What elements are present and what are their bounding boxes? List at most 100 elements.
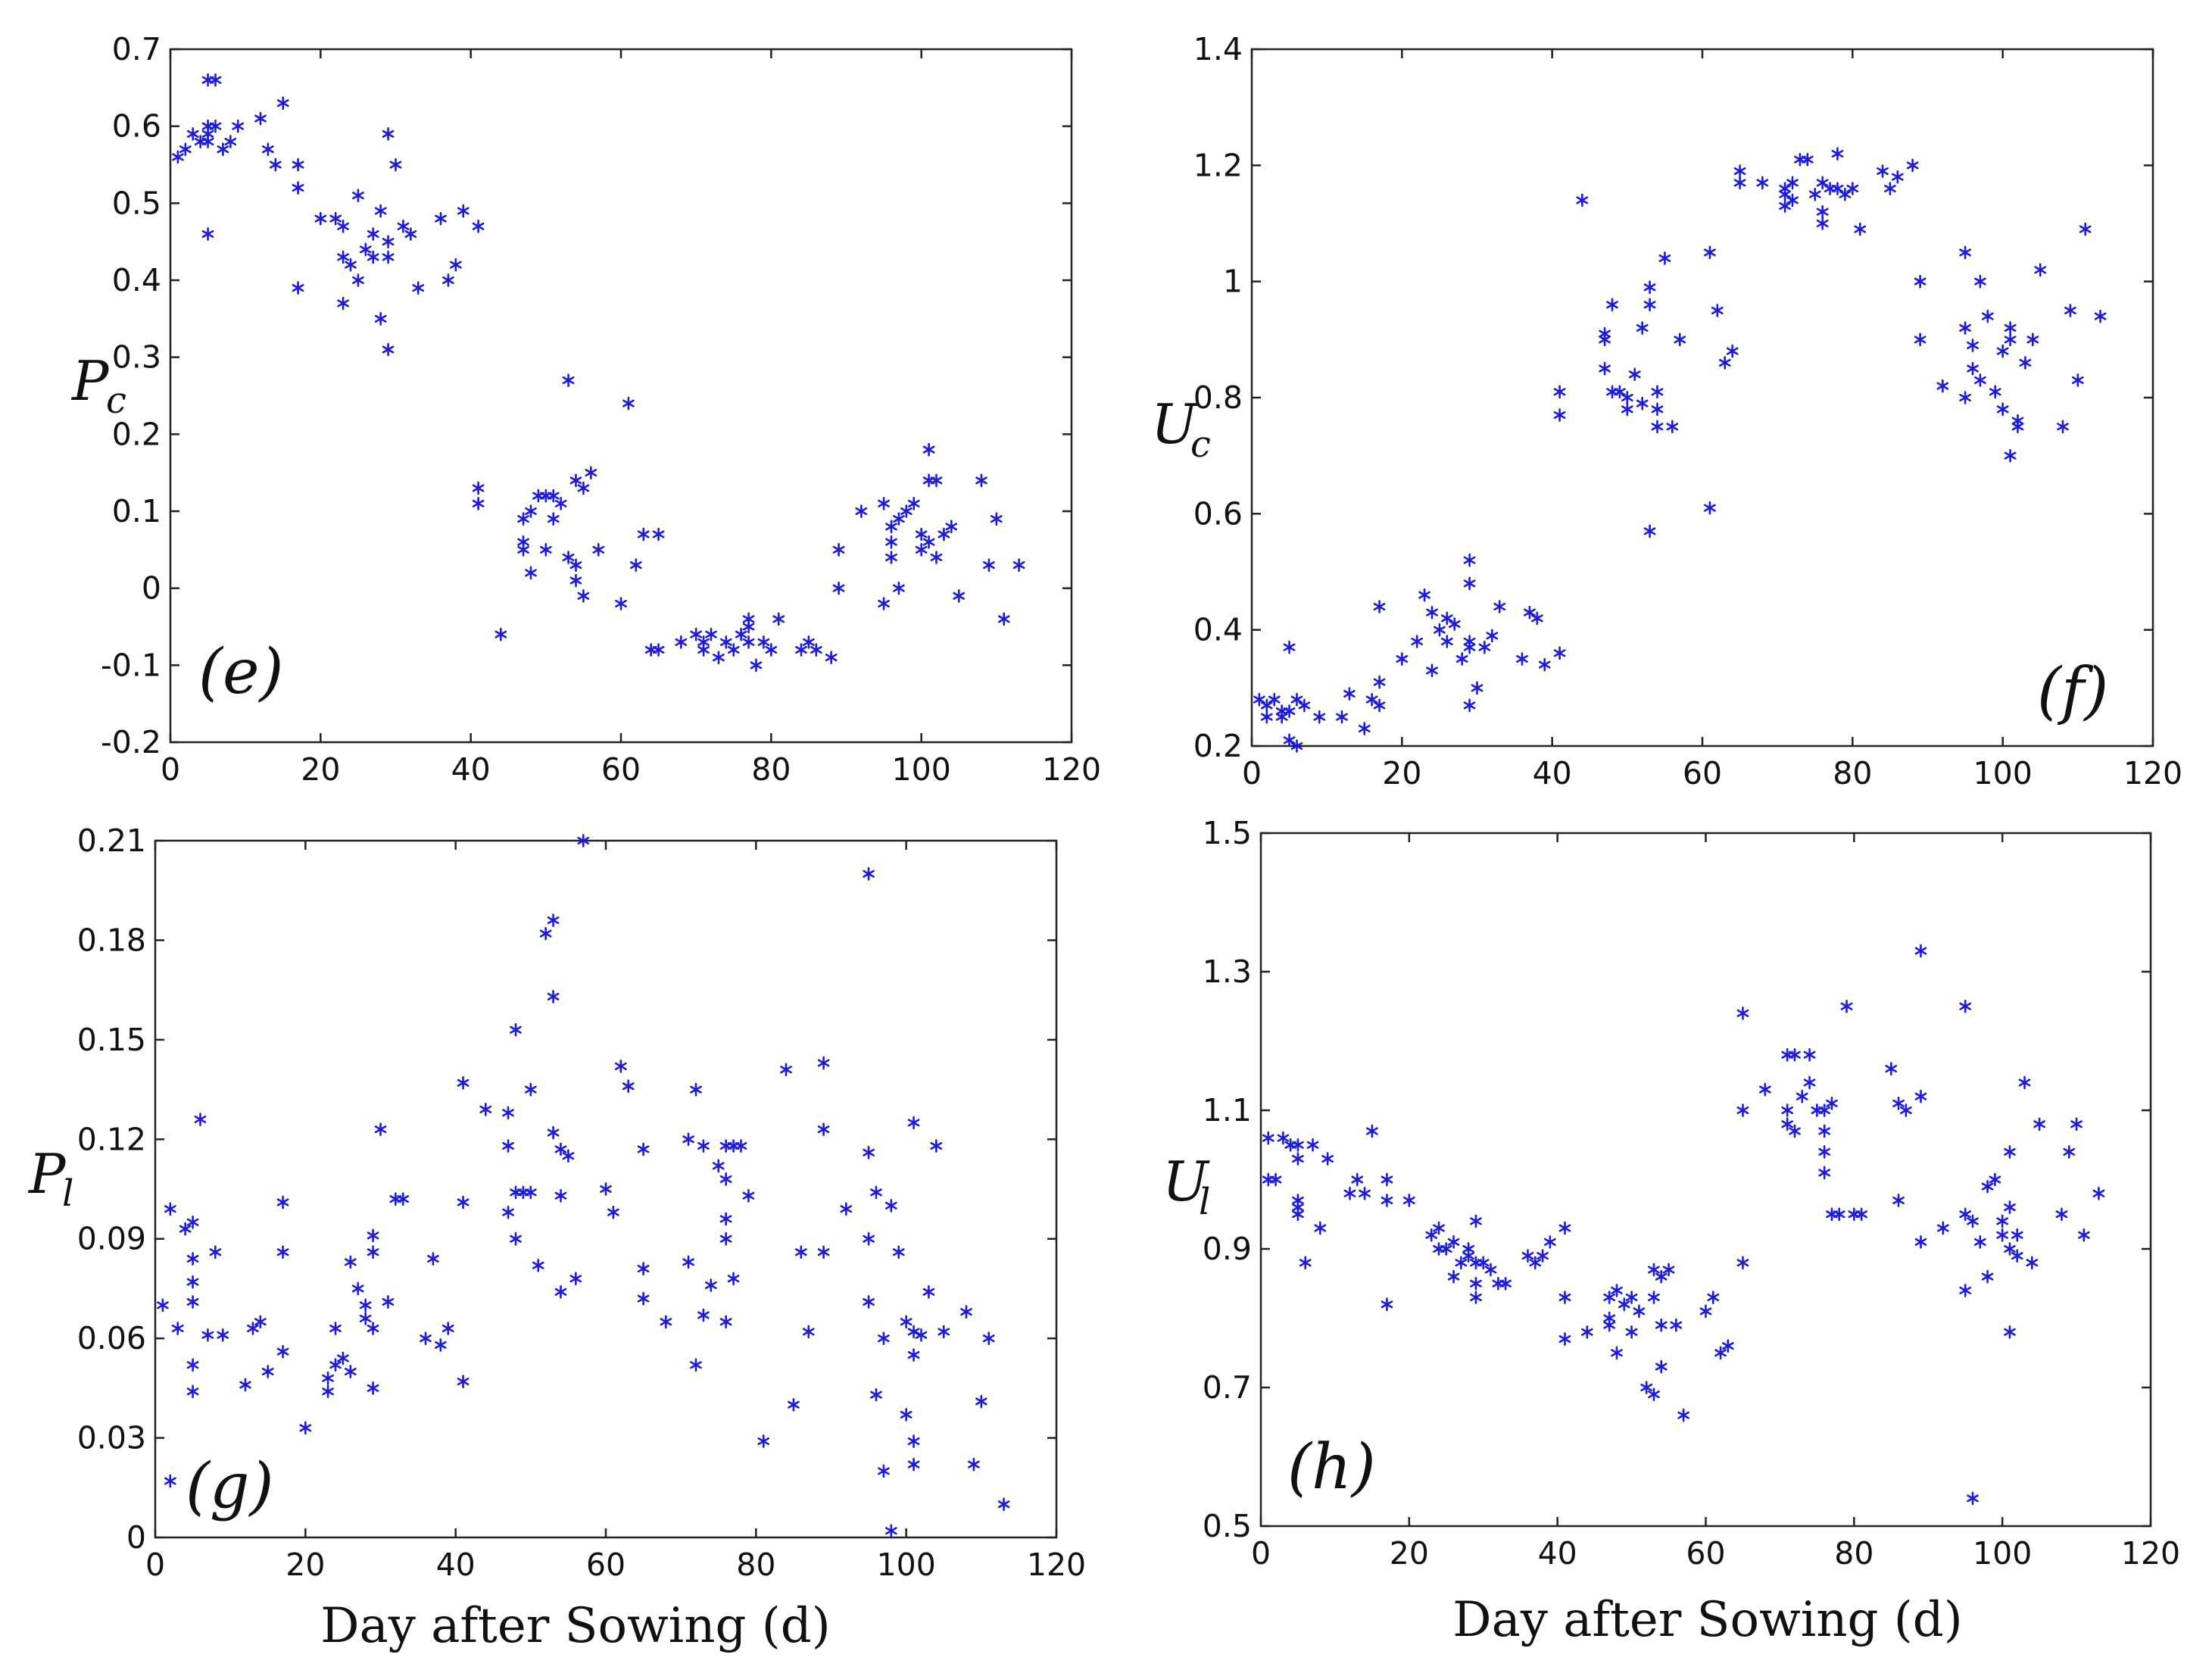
- data-point: [878, 1331, 890, 1345]
- data-point: [1477, 1256, 1490, 1270]
- data-point: [554, 1188, 567, 1203]
- data-point: [719, 1315, 732, 1329]
- data-point: [502, 1205, 514, 1219]
- data-point: [1666, 420, 1679, 434]
- data-point: [1351, 1172, 1364, 1187]
- data-point: [1499, 1276, 1512, 1291]
- data-point: [1655, 1318, 1668, 1332]
- x-tick-label: 120: [1027, 1547, 1086, 1583]
- x-axis-label: Day after Sowing (d): [320, 1598, 830, 1654]
- data-point: [1359, 1187, 1371, 1200]
- data-point: [1381, 1194, 1393, 1207]
- data-point: [1892, 1194, 1905, 1207]
- data-point: [1733, 164, 1746, 178]
- data-point: [1381, 1297, 1393, 1311]
- data-point: [991, 512, 1003, 526]
- data-point: [1833, 1207, 1845, 1222]
- data-point: [1789, 1048, 1801, 1062]
- data-point: [719, 1231, 732, 1246]
- plot-frame: [1259, 832, 2152, 1528]
- plot-frame: [1250, 48, 2154, 748]
- y-tick-label: 0.3: [112, 339, 161, 376]
- data-point: [1884, 182, 1896, 195]
- data-point: [1292, 1207, 1304, 1222]
- data-point: [209, 119, 222, 133]
- data-point: [1906, 158, 1919, 173]
- data-point: [292, 281, 304, 295]
- x-tick-label: 120: [2121, 1535, 2180, 1572]
- data-point: [1759, 1082, 1771, 1097]
- data-point: [1781, 1103, 1794, 1117]
- data-point: [179, 142, 192, 156]
- data-point: [1581, 1325, 1593, 1339]
- y-tick-label: 0.15: [77, 1022, 146, 1058]
- y-tick-label: 1.5: [1203, 815, 1252, 851]
- data-point: [1478, 640, 1491, 654]
- data-point: [329, 1322, 342, 1335]
- data-point: [2004, 448, 2017, 463]
- data-point: [907, 1116, 920, 1130]
- x-tick-label: 80: [1833, 755, 1872, 791]
- y-axis-label-subscript: l: [62, 1172, 73, 1215]
- data-point: [1373, 675, 1386, 689]
- data-point: [2033, 1117, 2045, 1132]
- data-point: [585, 466, 597, 479]
- data-point: [382, 127, 395, 141]
- data-point: [900, 1315, 913, 1329]
- data-point: [569, 473, 582, 488]
- data-point: [1974, 274, 1986, 289]
- data-point: [1012, 558, 1025, 572]
- data-point: [1462, 1242, 1474, 1256]
- scatter-series: [157, 834, 1010, 1538]
- data-point: [637, 1262, 650, 1275]
- data-point: [510, 1022, 522, 1037]
- x-tick-label: 100: [892, 751, 951, 788]
- data-point: [2019, 356, 2032, 370]
- data-point: [171, 1322, 184, 1335]
- y-axis-label: U: [1162, 1150, 1210, 1213]
- x-tick-label: 100: [877, 1547, 936, 1583]
- data-point: [2004, 321, 2017, 335]
- data-point: [1418, 588, 1430, 602]
- data-point: [1892, 170, 1904, 184]
- data-point: [397, 1192, 410, 1206]
- data-point: [713, 651, 725, 664]
- data-point: [201, 135, 214, 148]
- data-point: [261, 1365, 274, 1378]
- data-point: [1989, 1172, 2001, 1187]
- data-point: [878, 597, 890, 610]
- data-point: [427, 1252, 439, 1266]
- data-point: [186, 1295, 199, 1309]
- data-point: [982, 1331, 995, 1345]
- x-tick-label: 100: [1973, 1535, 2032, 1572]
- data-point: [720, 635, 732, 649]
- data-point: [750, 658, 763, 673]
- data-point: [1704, 245, 1716, 260]
- y-tick-label: 0.2: [1193, 728, 1243, 764]
- data-point: [1914, 332, 1927, 347]
- data-point: [1544, 1235, 1556, 1249]
- data-point: [893, 581, 905, 595]
- data-point: [1621, 391, 1633, 404]
- data-point: [270, 158, 282, 172]
- data-point: [201, 1328, 214, 1342]
- data-point: [1599, 332, 1611, 347]
- data-point: [1840, 999, 1853, 1013]
- data-point: [539, 926, 552, 941]
- data-point: [186, 1384, 199, 1399]
- data-point: [1651, 385, 1664, 399]
- data-point: [2094, 309, 2107, 323]
- data-point: [186, 127, 199, 141]
- data-point: [1973, 1235, 1986, 1249]
- data-point: [479, 1103, 492, 1116]
- data-point: [1471, 681, 1484, 695]
- data-point: [712, 1159, 725, 1173]
- data-point: [1440, 1242, 1452, 1256]
- data-point: [1447, 1269, 1460, 1284]
- y-tick-label: 0.6: [112, 108, 161, 145]
- data-point: [885, 551, 897, 564]
- y-tick-label: -0.1: [101, 647, 161, 683]
- data-point: [968, 1457, 980, 1472]
- data-point: [637, 1291, 650, 1306]
- y-tick-label: 0.7: [112, 31, 161, 67]
